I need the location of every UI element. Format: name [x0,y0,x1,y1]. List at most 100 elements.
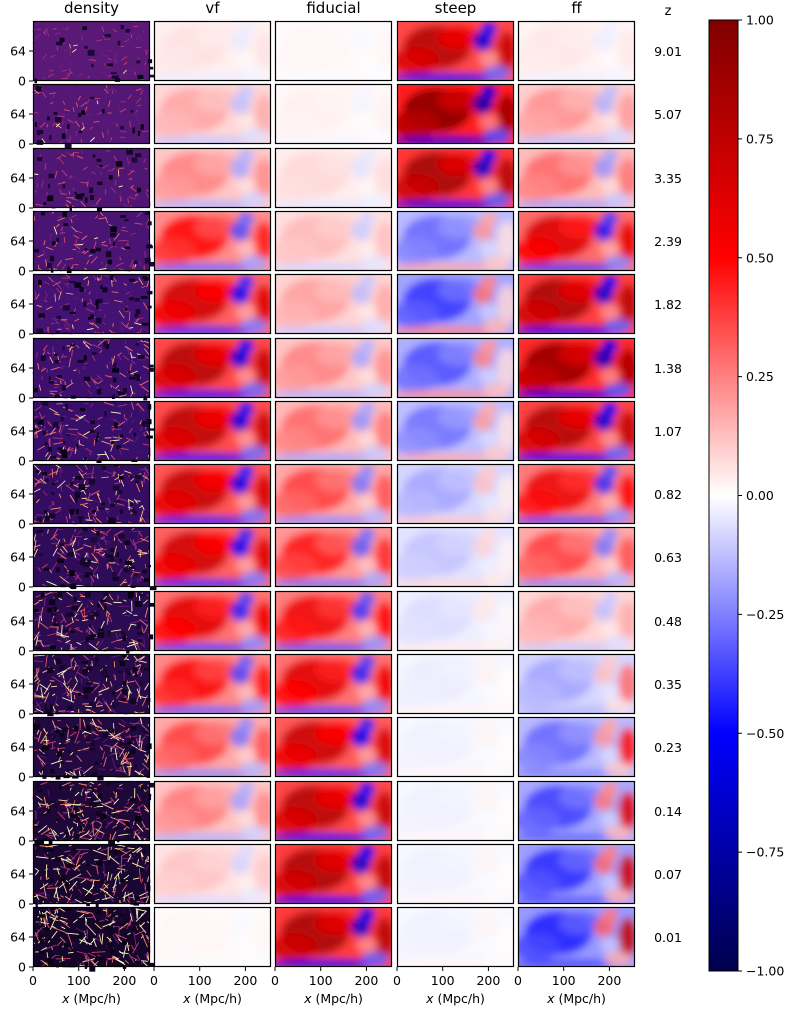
y-tick-label: 0 [18,834,26,849]
density-filament [105,528,112,535]
density-void [142,424,149,427]
density-filament [95,540,103,550]
field-feature [315,911,359,935]
density-filament [126,765,133,768]
density-filament [35,188,38,196]
density-void [95,903,99,909]
density-filament [83,330,86,334]
density-void [75,509,79,514]
density-filament [83,731,92,735]
field-feature [604,888,632,904]
density-void [146,697,151,702]
density-filament [32,927,43,938]
density-filament [74,613,78,618]
density-filament [141,285,148,289]
panel-fiducial-z0.63 [274,526,393,588]
density-filament [126,642,139,648]
density-void [110,556,114,562]
density-void [84,574,90,578]
density-filament [130,359,136,365]
density-void [99,956,106,963]
density-void [134,313,139,318]
density-filament [123,305,128,311]
density-filament [55,888,59,901]
density-filament [92,274,97,281]
density-filament [76,950,88,955]
density-filament [69,787,72,791]
density-void [51,908,54,914]
density-void [39,934,43,940]
density-filament [92,732,99,736]
density-filament [95,215,98,219]
density-filament [39,122,46,128]
field-layer [518,148,635,208]
field-layer [397,591,514,651]
panel-frame [32,83,151,145]
density-void [56,829,60,836]
density-filament [44,868,49,871]
density-void [85,636,89,642]
density-filament [56,670,66,675]
field-feature [479,811,499,827]
density-filament [61,575,69,583]
density-filament [37,615,40,620]
density-filament [131,184,134,188]
x-tick-label: 0 [514,973,522,988]
density-filament [77,230,83,234]
density-filament [116,594,119,599]
density-void [56,237,60,243]
density-void [70,865,76,868]
density-filament [123,283,128,286]
density-void [91,789,94,792]
density-void [95,956,102,962]
field-layer [154,654,271,714]
density-void [86,666,92,671]
density-void [143,578,150,582]
density-filament [37,754,43,766]
density-void [33,428,38,431]
density-void [69,570,75,577]
density-void [107,942,113,948]
density-filament [65,801,68,808]
density-filament [122,611,127,615]
density-filament [68,844,72,847]
density-void [77,359,85,364]
density-void [108,811,112,816]
field-feature [558,468,602,492]
density-filament [107,133,110,141]
density-filament [78,768,86,773]
density-void [140,296,148,299]
density-filament [118,100,122,107]
density-filament [79,609,85,612]
density-filament [118,833,129,836]
density-void [108,728,115,733]
density-filament [55,624,60,636]
density-filament [51,500,55,506]
density-filament [98,217,106,220]
density-void [39,914,45,918]
density-filament [80,788,84,795]
density-filament [76,603,83,613]
density-void [39,517,42,523]
density-void [95,247,102,252]
field-feature [558,278,602,302]
density-filament [45,834,56,837]
density-void [47,959,54,965]
density-filament [84,787,90,801]
density-void [135,343,140,346]
density-filament [98,687,110,693]
field-feature [375,94,392,134]
density-filament [135,925,139,931]
field-feature [602,148,618,164]
field-feature [483,888,511,904]
field-feature [236,114,256,130]
density-filament [86,870,92,877]
density-filament [143,758,147,763]
density-void [42,472,48,476]
density-filament [49,407,59,414]
density-void [108,887,113,894]
density-filament [129,921,132,927]
density-void [102,733,109,739]
field-layer [154,401,271,461]
panel-frame [153,653,272,715]
